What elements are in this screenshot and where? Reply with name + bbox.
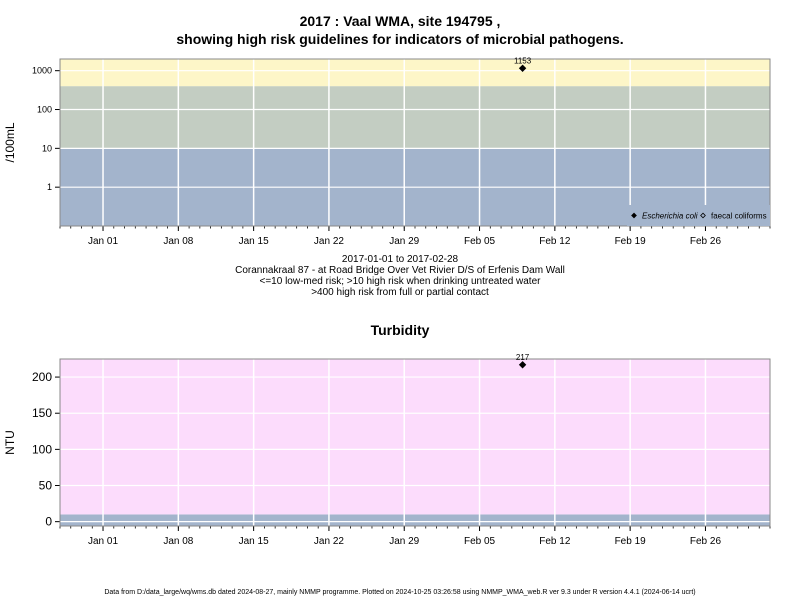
turbidity-x-tick-label: Jan 22 [314,536,344,547]
guideline-caption-drinking: <=10 low-med risk; >10 high risk when dr… [259,276,541,287]
turbidity-x-tick-label: Jan 15 [239,536,269,547]
data-source-footer: Data from D:/data_large/wq/wms.db dated … [104,589,696,596]
ecoli-y-tick-label: 1000 [32,66,52,76]
turbidity-x-tick-label: Feb 26 [690,536,722,547]
turbidity-risk-band-1 [60,359,770,515]
turbidity-x-tick-label: Feb 12 [539,536,571,547]
ecoli-x-tick-label: Jan 29 [389,236,419,247]
ecoli-x-tick-label: Jan 15 [239,236,269,247]
ecoli-x-tick-label: Jan 01 [88,236,118,247]
turbidity-y-tick-label: 150 [32,406,52,420]
turbidity-y-tick-label: 0 [45,515,52,529]
chart-title-line2: showing high risk guidelines for indicat… [176,31,624,47]
ecoli-risk-band-1 [60,86,770,149]
turbidity-x-tick-label: Jan 01 [88,536,118,547]
ecoli-legend-marker [631,212,637,219]
date-range-caption: 2017-01-01 to 2017-02-28 [341,254,459,265]
turbidity-plot-frame [59,358,771,527]
turbidity-title: Turbidity [370,322,430,338]
turbidity-y-tick-label: 100 [32,442,52,456]
ecoli-y-tick-label: 1 [47,182,52,192]
ecoli-x-tick-label: Jan 08 [163,236,193,247]
turbidity-x-tick-label: Jan 08 [163,536,193,547]
turbidity-y-tick-label: 50 [39,479,53,493]
turbidity-x-tick-label: Feb 05 [464,536,496,547]
ecoli-x-tick-label: Jan 22 [314,236,344,247]
ecoli-y-axis-label: /100mL [3,122,17,162]
turbidity-data-label: 217 [516,353,530,362]
site-caption: Corannakraal 87 - at Road Bridge Over Ve… [235,265,565,276]
ecoli-data-point [518,64,527,72]
ecoli-x-tick-label: Feb 26 [690,236,722,247]
ecoli-risk-band-2 [60,59,770,87]
turbidity-x-tick-label: Jan 29 [389,536,419,547]
ecoli-y-tick-label: 100 [37,105,52,115]
ecoli-x-tick-label: Feb 05 [464,236,496,247]
ecoli-x-tick-label: Feb 12 [539,236,571,247]
chart-title-line1: 2017 : Vaal WMA, site 194795 , [299,13,501,29]
ecoli-legend-label: Escherichia coli [642,212,698,221]
ecoli-plot-frame [59,58,771,227]
turbidity-y-tick-label: 200 [32,370,52,384]
ecoli-legend-label: faecal coliforms [711,212,767,221]
turbidity-data-point [518,361,527,369]
turbidity-y-axis-label: NTU [3,430,17,455]
ecoli-data-label: 1153 [514,56,532,65]
guideline-caption-contact: >400 high risk from full or partial cont… [311,287,489,298]
ecoli-legend-box [627,205,770,226]
ecoli-x-tick-label: Feb 19 [615,236,647,247]
turbidity-x-tick-label: Feb 19 [615,536,647,547]
ecoli-y-tick-label: 10 [42,143,52,153]
ecoli-legend-marker [700,212,706,219]
turbidity-risk-band-0 [60,514,770,526]
